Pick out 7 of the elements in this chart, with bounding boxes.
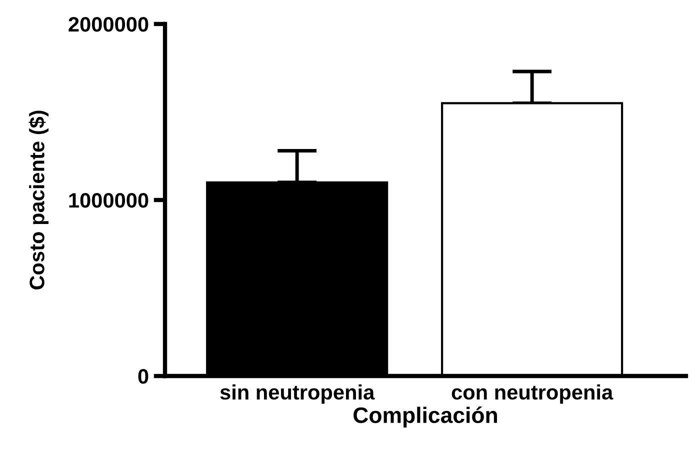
y-tick-label: 2000000	[68, 16, 148, 32]
y-tick-label: 1000000	[69, 193, 148, 208]
x-tick-label: sin neutropenia	[220, 384, 375, 404]
y-axis-title: Costo paciente ($)	[28, 110, 48, 290]
x-tick-label: con neutropenia	[452, 384, 614, 404]
y-tick-label: 0	[138, 369, 148, 384]
x-axis-title: Complicación	[354, 406, 497, 428]
